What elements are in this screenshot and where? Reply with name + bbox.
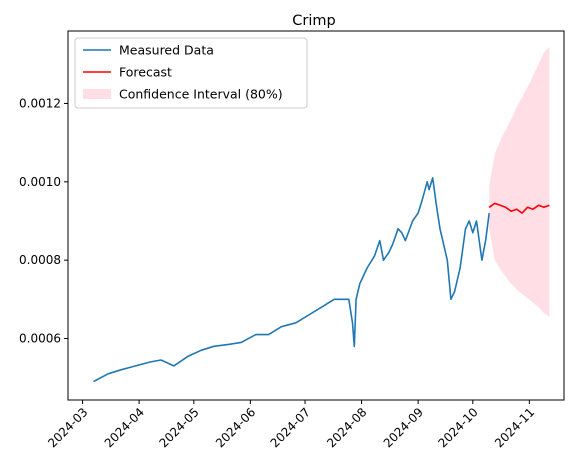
x-tick-label: 2024-07 (268, 405, 313, 450)
legend: Measured Data Forecast Confidence Interv… (74, 37, 308, 109)
x-tick-label: 2024-11 (492, 405, 537, 450)
x-tick-label: 2024-10 (435, 405, 480, 450)
y-tick-label: 0.0012 (19, 96, 61, 110)
x-tick-label: 2024-09 (381, 405, 426, 450)
confidence-band (489, 46, 550, 317)
x-tick-label: 2024-06 (213, 405, 258, 450)
x-tick-label: 2024-05 (156, 405, 201, 450)
legend-label-confidence: Confidence Interval (80%) (119, 87, 283, 102)
plot-area (93, 46, 550, 383)
y-tick-label: 0.0010 (19, 175, 61, 189)
x-tick-label: 2024-04 (102, 405, 147, 450)
legend-box (74, 37, 308, 109)
legend-swatch-confidence (83, 89, 111, 99)
legend-label-forecast: Forecast (119, 65, 172, 80)
x-axis: 2024-03 2024-04 2024-05 2024-06 2024-07 2024-… (45, 400, 537, 450)
axes-frame (67, 30, 565, 401)
forecast-line (488, 202, 550, 214)
y-tick-label: 0.0006 (19, 332, 61, 346)
y-tick-label: 0.0008 (19, 253, 61, 267)
x-tick-label: 2024-03 (45, 405, 90, 450)
x-tick-label: 2024-08 (324, 405, 369, 450)
y-axis: 0.0006 0.0008 0.0010 0.0012 (19, 96, 68, 346)
measured-data-line (93, 177, 490, 383)
legend-label-measured: Measured Data (119, 43, 214, 58)
chart-title: Crimp (292, 13, 335, 29)
